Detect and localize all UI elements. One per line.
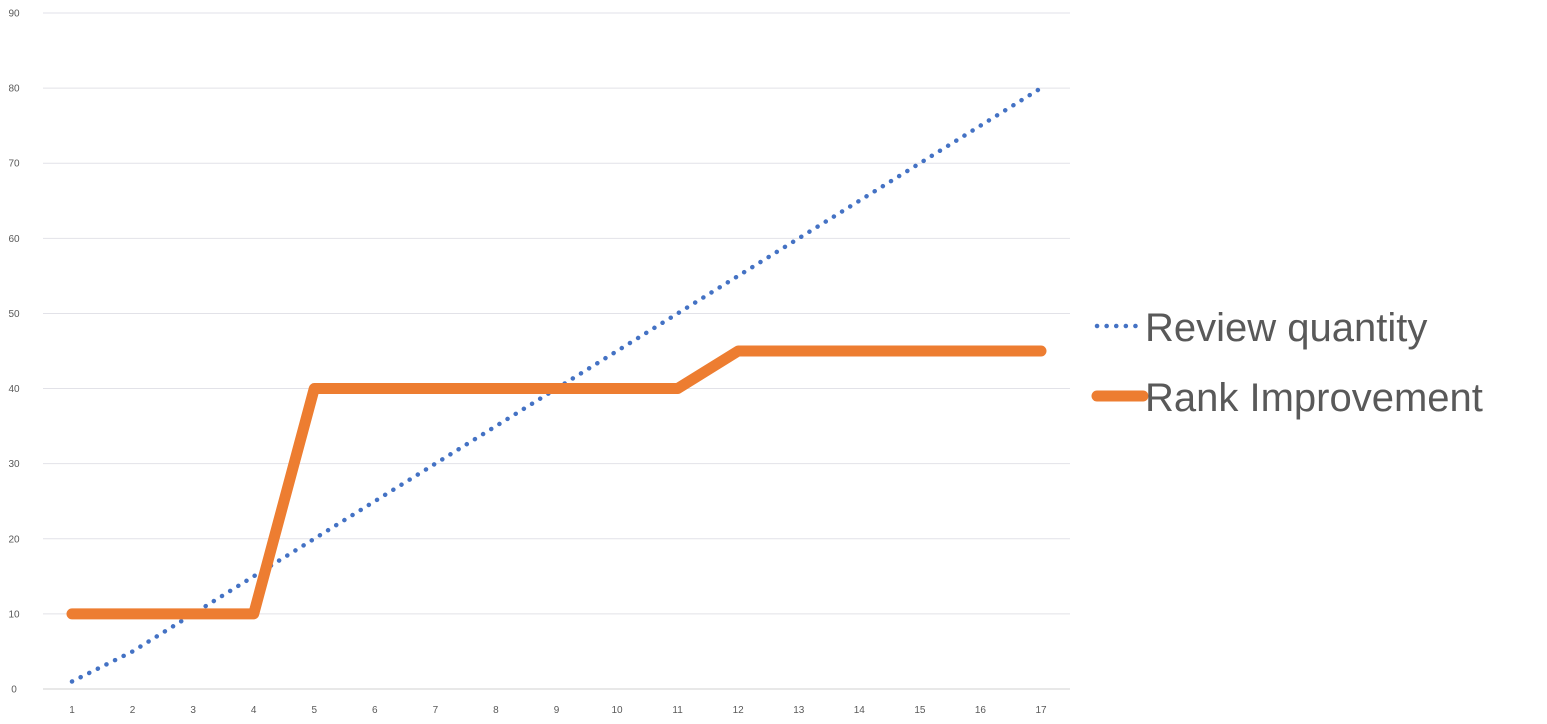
y-tick-label: 50 [8, 309, 20, 320]
legend-item-review-quantity: Review quantity [1094, 306, 1427, 350]
legend: Review quantity Rank Improvement [1091, 306, 1483, 420]
x-tick-label: 14 [854, 705, 866, 716]
x-tick-label: 13 [793, 705, 805, 716]
x-tick-label: 7 [433, 705, 439, 716]
x-tick-label: 10 [612, 705, 624, 716]
x-tick-label: 15 [914, 705, 926, 716]
x-tick-label: 2 [130, 705, 136, 716]
x-tick-label: 1 [69, 705, 75, 716]
x-tick-label: 3 [190, 705, 196, 716]
y-tick-label: 10 [8, 609, 20, 620]
legend-item-rank-improvement: Rank Improvement [1091, 376, 1483, 420]
x-tick-label: 16 [975, 705, 987, 716]
x-tick-label: 5 [311, 705, 317, 716]
y-tick-label: 60 [8, 234, 20, 245]
y-tick-label: 40 [8, 384, 20, 395]
x-tick-label: 12 [733, 705, 745, 716]
x-tick-label: 17 [1035, 705, 1047, 716]
legend-label-review-quantity: Review quantity [1145, 306, 1427, 350]
y-tick-label: 0 [11, 685, 17, 696]
y-tick-label: 30 [8, 459, 20, 470]
y-tick-label: 80 [8, 84, 20, 95]
y-tick-label: 70 [8, 159, 20, 170]
y-axis-ticks: 0 10 20 30 40 50 60 70 80 90 [8, 9, 20, 696]
y-tick-label: 20 [8, 534, 20, 545]
y-tick-label: 90 [8, 9, 20, 20]
x-tick-label: 9 [554, 705, 560, 716]
series-lines [66, 85, 1047, 684]
x-tick-label: 8 [493, 705, 499, 716]
series-line-rank-improvement [66, 345, 1047, 620]
x-axis-ticks: 1 2 3 4 5 6 7 8 9 10 11 12 13 14 15 16 17 [69, 705, 1047, 716]
x-tick-label: 6 [372, 705, 378, 716]
x-tick-label: 4 [251, 705, 257, 716]
legend-label-rank-improvement: Rank Improvement [1145, 376, 1483, 420]
x-tick-label: 11 [672, 705, 683, 716]
